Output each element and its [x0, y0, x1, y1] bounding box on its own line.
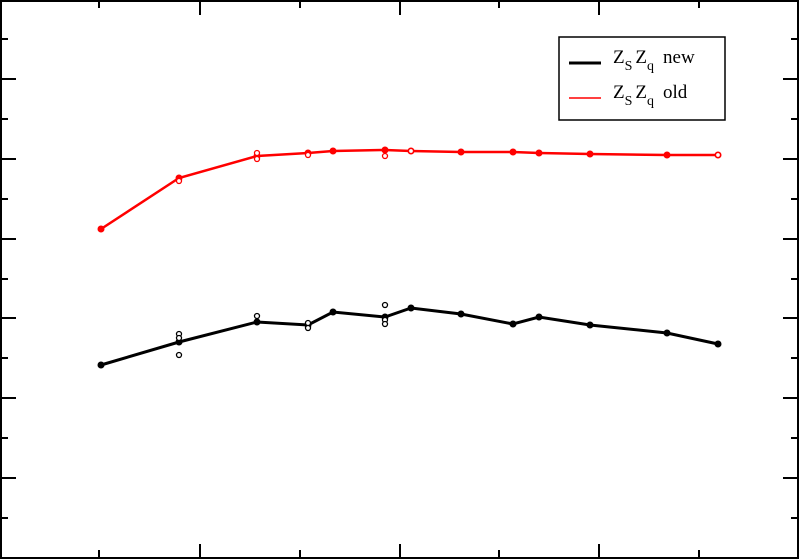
- data-point: [663, 151, 671, 159]
- data-point: [329, 147, 337, 155]
- data-point: [509, 148, 517, 156]
- data-point-open: [381, 301, 389, 309]
- data-point-open: [714, 151, 722, 159]
- data-point-open: [381, 320, 389, 328]
- data-point: [457, 148, 465, 156]
- data-point-open: [175, 334, 183, 342]
- legend-item-old: ZS Zq old: [569, 82, 688, 109]
- series-line: [100, 148, 718, 231]
- data-point: [381, 146, 389, 154]
- legend-label-new: ZS Zq new: [613, 47, 695, 74]
- data-point: [714, 340, 722, 348]
- data-point-open: [253, 312, 261, 320]
- data-point: [253, 318, 261, 326]
- data-point-open: [304, 151, 312, 159]
- data-point: [509, 320, 517, 328]
- data-point-open: [407, 147, 415, 155]
- data-point-open: [175, 177, 183, 185]
- data-point: [586, 321, 594, 329]
- legend-box: [558, 36, 726, 121]
- data-point-open: [304, 324, 312, 332]
- data-point-open: [304, 319, 312, 327]
- data-point: [407, 304, 415, 312]
- data-point: [329, 308, 337, 316]
- series-line: [100, 306, 719, 367]
- data-point: [663, 329, 671, 337]
- series-layer: [97, 146, 722, 369]
- data-point: [97, 361, 105, 369]
- legend: ZS Zq new ZS Zq old: [558, 36, 726, 121]
- data-point-open: [253, 155, 261, 163]
- data-point-open: [253, 149, 261, 157]
- data-point-open: [175, 351, 183, 359]
- data-point: [586, 150, 594, 158]
- data-point: [97, 225, 105, 233]
- data-point: [457, 310, 465, 318]
- data-point: [535, 149, 543, 157]
- legend-item-new: ZS Zq new: [569, 47, 695, 74]
- series-new: [97, 301, 722, 369]
- data-point: [535, 313, 543, 321]
- legend-label-old: ZS Zq old: [613, 82, 688, 109]
- series-old: [97, 146, 722, 233]
- data-point-open: [381, 152, 389, 160]
